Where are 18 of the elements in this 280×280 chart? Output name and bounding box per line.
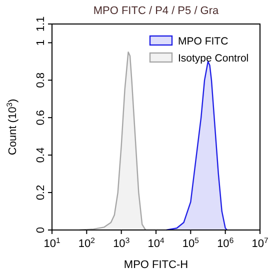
x-tick-label: 10$^{7}$ xyxy=(252,236,268,250)
x-axis-title: MPO FITC-H xyxy=(124,259,188,271)
y-tick-label: 0.2 xyxy=(35,184,47,200)
chart-title: MPO FITC / P4 / P5 / Gra xyxy=(93,5,220,17)
legend-label: Isotype Control xyxy=(178,52,249,64)
x-tick-label: 10$^{6}$ xyxy=(217,236,234,250)
x-tick-label: 10$^{5}$ xyxy=(182,236,199,250)
x-tick-label: 10$^{4}$ xyxy=(148,236,165,250)
y-tick-label: 1 xyxy=(35,40,47,46)
y-tick-label: 1.1 xyxy=(35,16,47,32)
legend-label: MPO FITC xyxy=(178,36,229,48)
x-tick-label: 10$^{1}$ xyxy=(44,236,60,250)
x-tick-label: 10$^{3}$ xyxy=(113,236,130,250)
y-tick-label: 0 xyxy=(35,226,47,234)
x-tick-label: 10$^{2}$ xyxy=(78,236,95,250)
y-tick-label: 0.8 xyxy=(35,72,47,88)
y-tick-label: 0.6 xyxy=(35,110,47,126)
y-tick-label: 0.4 xyxy=(35,147,47,163)
